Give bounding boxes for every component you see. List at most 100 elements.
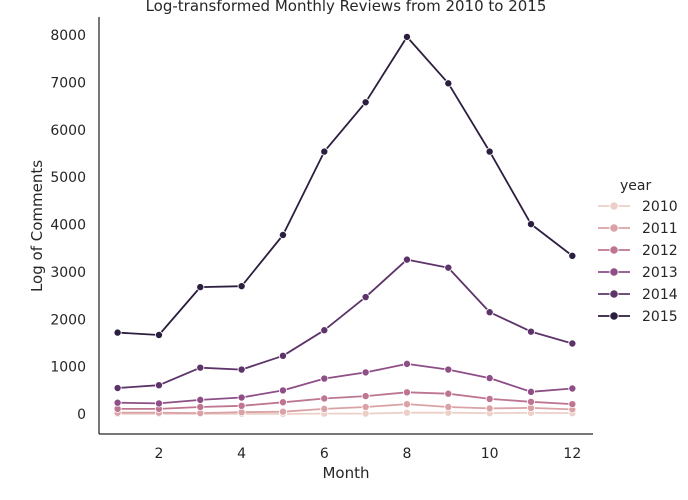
y-tick-label: 2000 bbox=[50, 312, 86, 328]
legend-item-2015: 2015 bbox=[598, 309, 678, 325]
x-tick-label: 8 bbox=[403, 446, 412, 462]
x-tick-label: 4 bbox=[237, 446, 246, 462]
data-point bbox=[444, 389, 453, 398]
y-tick-labels: 0 1000 2000 3000 4000 5000 6000 7000 8000 bbox=[50, 28, 86, 423]
legend-label: 2010 bbox=[642, 199, 678, 215]
data-point bbox=[196, 395, 205, 404]
data-point bbox=[526, 327, 535, 336]
legend-item-2014: 2014 bbox=[598, 287, 678, 303]
data-point bbox=[154, 399, 163, 408]
y-tick-label: 3000 bbox=[50, 265, 86, 281]
legend-marker bbox=[609, 311, 619, 321]
data-point bbox=[361, 409, 370, 418]
data-point bbox=[196, 283, 205, 292]
data-point bbox=[196, 402, 205, 411]
data-point bbox=[444, 79, 453, 88]
data-point bbox=[154, 381, 163, 390]
data-point bbox=[278, 386, 287, 395]
data-point bbox=[568, 384, 577, 393]
data-point bbox=[320, 394, 329, 403]
legend: year 2010 2011 2012 2013 2014 2015 bbox=[598, 178, 678, 325]
y-tick-label: 8000 bbox=[50, 28, 86, 44]
data-point bbox=[485, 308, 494, 317]
data-point bbox=[402, 255, 411, 264]
data-point bbox=[278, 351, 287, 360]
series-2015 bbox=[113, 32, 577, 339]
data-point bbox=[237, 282, 246, 291]
legend-marker bbox=[609, 245, 619, 255]
x-tick-label: 12 bbox=[563, 446, 581, 462]
data-point bbox=[485, 404, 494, 413]
y-tick-label: 4000 bbox=[50, 218, 86, 234]
data-point bbox=[320, 147, 329, 156]
data-point bbox=[402, 32, 411, 41]
data-point bbox=[526, 397, 535, 406]
data-point bbox=[237, 393, 246, 402]
data-point bbox=[113, 398, 122, 407]
data-point bbox=[402, 408, 411, 417]
legend-marker bbox=[609, 267, 619, 277]
data-point bbox=[320, 374, 329, 383]
x-tick-label: 6 bbox=[320, 446, 329, 462]
data-point bbox=[113, 384, 122, 393]
data-point bbox=[485, 394, 494, 403]
legend-label: 2011 bbox=[642, 221, 678, 237]
data-point bbox=[402, 359, 411, 368]
series-2014 bbox=[113, 255, 577, 393]
data-point bbox=[237, 401, 246, 410]
data-point bbox=[320, 326, 329, 335]
series-layer bbox=[113, 32, 577, 418]
data-point bbox=[113, 328, 122, 337]
data-point bbox=[320, 404, 329, 413]
data-point bbox=[526, 220, 535, 229]
legend-item-2012: 2012 bbox=[598, 243, 678, 259]
legend-marker bbox=[609, 201, 619, 211]
data-point bbox=[485, 374, 494, 383]
series-line-2014 bbox=[117, 258, 573, 389]
y-tick-label: 6000 bbox=[50, 123, 86, 139]
y-tick-label: 5000 bbox=[50, 170, 86, 186]
y-tick-label: 0 bbox=[77, 407, 86, 423]
data-point bbox=[568, 339, 577, 348]
series-line-2011 bbox=[117, 403, 573, 415]
legend-title: year bbox=[620, 178, 651, 194]
data-point bbox=[361, 392, 370, 401]
legend-label: 2015 bbox=[642, 309, 678, 325]
data-point bbox=[444, 263, 453, 272]
legend-item-2010: 2010 bbox=[598, 199, 678, 215]
data-point bbox=[526, 387, 535, 396]
series-2013 bbox=[113, 359, 577, 408]
data-point bbox=[485, 147, 494, 156]
series-2012 bbox=[113, 388, 577, 413]
data-point bbox=[568, 251, 577, 260]
data-point bbox=[402, 400, 411, 409]
legend-marker bbox=[609, 289, 619, 299]
y-tick-label: 1000 bbox=[50, 360, 86, 376]
y-tick-label: 7000 bbox=[50, 75, 86, 91]
x-tick-label: 10 bbox=[481, 446, 499, 462]
data-point bbox=[154, 330, 163, 339]
data-point bbox=[444, 402, 453, 411]
data-point bbox=[278, 398, 287, 407]
data-point bbox=[361, 402, 370, 411]
data-point bbox=[361, 293, 370, 302]
x-axis-title: Month bbox=[322, 464, 369, 482]
legend-marker bbox=[609, 223, 619, 233]
axes bbox=[98, 17, 593, 435]
data-point bbox=[361, 368, 370, 377]
data-point bbox=[278, 230, 287, 239]
data-point bbox=[237, 365, 246, 374]
data-point bbox=[444, 365, 453, 374]
x-tick-labels: 2 4 6 8 10 12 bbox=[154, 446, 581, 462]
legend-label: 2013 bbox=[642, 265, 678, 281]
data-point bbox=[278, 407, 287, 416]
data-point bbox=[196, 363, 205, 372]
x-tick-label: 2 bbox=[154, 446, 163, 462]
legend-label: 2012 bbox=[642, 243, 678, 259]
series-line-2013 bbox=[117, 362, 573, 405]
series-line-2015 bbox=[117, 36, 573, 336]
chart-title: Log-transformed Monthly Reviews from 201… bbox=[146, 0, 547, 15]
data-point bbox=[568, 400, 577, 409]
